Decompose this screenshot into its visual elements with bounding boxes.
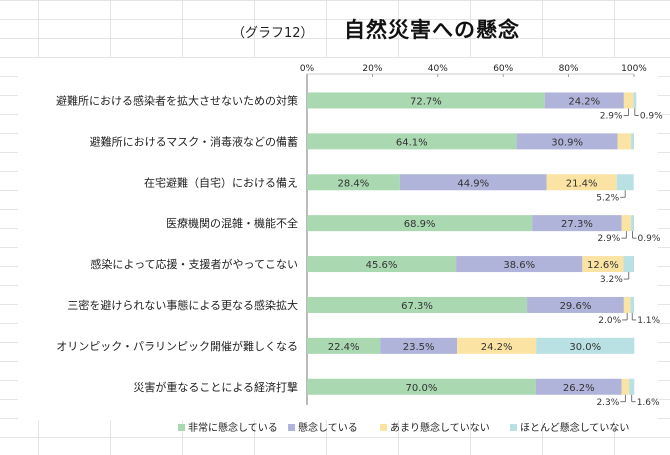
- data-label: 45.6%: [366, 260, 398, 271]
- data-label: 24.2%: [481, 342, 513, 353]
- legend-swatch: [510, 424, 517, 431]
- bar-segment: [307, 133, 517, 150]
- x-tick-label: 60%: [493, 64, 513, 74]
- data-label: 23.5%: [403, 342, 435, 353]
- data-label: 30.0%: [569, 342, 601, 353]
- bar-segment: [380, 337, 458, 354]
- bar-segment: [307, 92, 545, 109]
- data-label: 28.4%: [338, 178, 370, 189]
- bar-segment: [307, 215, 533, 232]
- bar-segment: [630, 296, 634, 313]
- x-tick-label: 100%: [621, 64, 647, 74]
- data-label: 24.2%: [568, 96, 600, 107]
- data-label: 26.2%: [563, 383, 595, 394]
- bar-segment: [582, 256, 624, 273]
- bar-segment: [457, 337, 537, 354]
- bar-segment: [621, 215, 632, 232]
- data-label: 2.9%: [600, 111, 623, 121]
- bar-segment: [516, 133, 618, 150]
- data-label: 70.0%: [406, 383, 438, 394]
- bar-segment: [307, 378, 536, 395]
- bar-segment: [631, 215, 634, 232]
- data-label: 27.3%: [561, 219, 593, 230]
- legend-label: 懸念している: [298, 421, 358, 434]
- chart-plot-panel: [18, 58, 658, 420]
- legend-label: 非常に懸念している: [188, 421, 278, 434]
- data-label: 67.3%: [401, 301, 433, 312]
- category-label: 医療機関の混雑・機能不全: [166, 216, 298, 230]
- legend-swatch: [288, 424, 295, 431]
- bar-segment: [623, 296, 631, 313]
- bar-segment: [616, 174, 634, 191]
- data-label: 29.6%: [560, 301, 592, 312]
- data-label: 1.6%: [637, 398, 660, 408]
- category-label: 避難所における感染者を拡大させないための対策: [56, 93, 298, 107]
- data-label: 2.0%: [598, 316, 621, 326]
- data-label: 3.2%: [600, 275, 623, 285]
- data-label: 0.9%: [638, 234, 661, 244]
- data-label: 1.1%: [637, 316, 660, 326]
- bar-segment: [307, 174, 400, 191]
- x-tick-label: 20%: [362, 64, 382, 74]
- bar-segment: [623, 92, 634, 109]
- bar-segment: [617, 133, 632, 150]
- data-label: 22.4%: [328, 342, 360, 353]
- bar-segment: [629, 378, 635, 395]
- bar-segment: [623, 256, 634, 273]
- bar-segment: [621, 378, 630, 395]
- data-label: 72.7%: [410, 96, 442, 107]
- x-tick-label: 40%: [428, 64, 448, 74]
- data-label: 5.2%: [596, 193, 619, 203]
- bar-segment: [535, 378, 622, 395]
- graph-number: （グラフ12）: [232, 26, 314, 41]
- bar-segment: [536, 337, 635, 354]
- bar-segment: [532, 215, 622, 232]
- legend-swatch: [178, 424, 185, 431]
- bar-segment: [307, 296, 528, 313]
- data-label: 30.9%: [551, 137, 583, 148]
- bar-segment: [307, 256, 457, 273]
- data-label: 21.4%: [566, 178, 598, 189]
- bar-segment: [456, 256, 583, 273]
- legend-swatch: [380, 424, 387, 431]
- bar-segment: [633, 92, 637, 109]
- data-label: 38.6%: [503, 260, 535, 271]
- x-tick-label: 0%: [300, 64, 315, 74]
- data-label: 2.3%: [596, 398, 619, 408]
- bar-segment: [527, 296, 624, 313]
- data-label: 2.9%: [597, 234, 620, 244]
- bar-segment: [546, 174, 617, 191]
- chart-title: 自然災害への懸念: [344, 18, 520, 42]
- bar-segment: [631, 133, 634, 150]
- bar-segment: [399, 174, 547, 191]
- data-label: 0.9%: [640, 111, 663, 121]
- category-label: 避難所におけるマスク・消毒液などの備蓄: [90, 134, 298, 148]
- category-label: 感染によって応援・支援者がやってこない: [90, 257, 298, 271]
- x-tick-label: 80%: [559, 64, 579, 74]
- bar-segment: [544, 92, 624, 109]
- data-label: 68.9%: [404, 219, 436, 230]
- legend-label: ほとんど懸念していない: [520, 421, 629, 434]
- data-label: 12.6%: [587, 260, 619, 271]
- category-label: 在宅避難（自宅）における備え: [144, 175, 298, 189]
- category-label: オリンピック・パラリンピック開催が難しくなる: [56, 339, 298, 353]
- category-label: 災害が重なることによる経済打撃: [133, 380, 298, 394]
- legend-label: あまり懸念していない: [390, 421, 490, 434]
- category-label: 三密を避けられない事態による更なる感染拡大: [67, 298, 298, 312]
- data-label: 64.1%: [396, 137, 428, 148]
- bar-segment: [307, 337, 381, 354]
- data-label: 44.9%: [457, 178, 489, 189]
